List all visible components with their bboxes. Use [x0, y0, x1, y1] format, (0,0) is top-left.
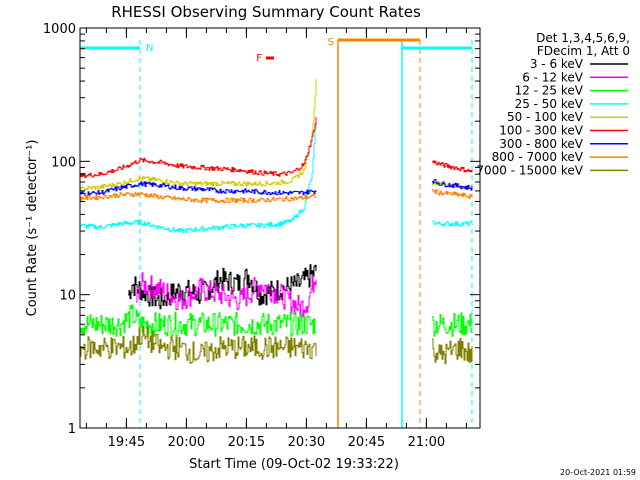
series-line-5 — [432, 160, 473, 173]
x-tick-label: 20:45 — [348, 435, 385, 450]
axes: 1 10 100 1000 19:45 20:00 20:15 20:30 20:45 21:00 — [43, 22, 481, 450]
series-line-4 — [80, 79, 317, 192]
y-tick-label: 1000 — [43, 22, 76, 37]
legend-entry-label: 3 - 6 keV — [530, 57, 584, 71]
legend-entry-label: 100 - 300 keV — [499, 124, 583, 138]
x-tick-label: 21:00 — [408, 435, 445, 450]
y-tick-label: 1 — [68, 422, 76, 437]
y-axis-label: Count Rate (s⁻¹ detector⁻¹) — [25, 140, 40, 317]
legend-entry-label: 800 - 7000 keV — [492, 150, 584, 164]
legend-header-line-1: Det 1,3,4,5,6,9, — [536, 31, 630, 45]
night-flag-label: N — [146, 43, 153, 54]
series-line-5 — [80, 117, 317, 179]
plot-frame — [79, 27, 481, 429]
footer-date: 20-Oct-2021 01:59 — [560, 468, 636, 477]
legend-entry-label: 7000 - 15000 keV — [476, 163, 583, 177]
x-tick-label: 19:45 — [108, 435, 145, 450]
legend-entry-label: 12 - 25 keV — [515, 84, 584, 98]
legend-entry-label: 25 - 50 keV — [515, 97, 584, 111]
series-line-1 — [136, 272, 317, 318]
series-line-2 — [432, 312, 473, 337]
observing-flags: N S F — [80, 37, 473, 428]
chart-title: RHESSI Observing Summary Count Rates — [111, 3, 421, 21]
series-line-8 — [80, 325, 317, 364]
y-tick-label: 100 — [51, 155, 76, 170]
x-tick-label: 20:30 — [288, 435, 325, 450]
series-line-6 — [432, 179, 473, 191]
series-line-3 — [80, 117, 317, 234]
saa-flag-label: S — [328, 37, 334, 48]
series-line-6 — [80, 181, 317, 197]
flare-flag-label: F — [256, 53, 262, 64]
legend-entry-label: 300 - 800 keV — [499, 137, 583, 151]
x-axis-label: Start Time (09-Oct-02 19:33:22) — [189, 457, 399, 472]
legend-entry-label: 6 - 12 keV — [522, 70, 584, 84]
plot-area: N S F — [80, 37, 473, 428]
y-tick-label: 10 — [59, 289, 76, 304]
series-line-8 — [432, 338, 473, 365]
legend-entry-label: 50 - 100 keV — [507, 110, 584, 124]
series-line-2 — [80, 304, 317, 337]
series-line-3 — [432, 220, 473, 227]
series-line-7 — [432, 189, 473, 200]
legend-header-line-2: FDecim 1, Att 0 — [537, 44, 630, 58]
series-line-7 — [80, 192, 317, 204]
x-tick-label: 20:15 — [228, 435, 265, 450]
x-tick-label: 20:00 — [168, 435, 205, 450]
